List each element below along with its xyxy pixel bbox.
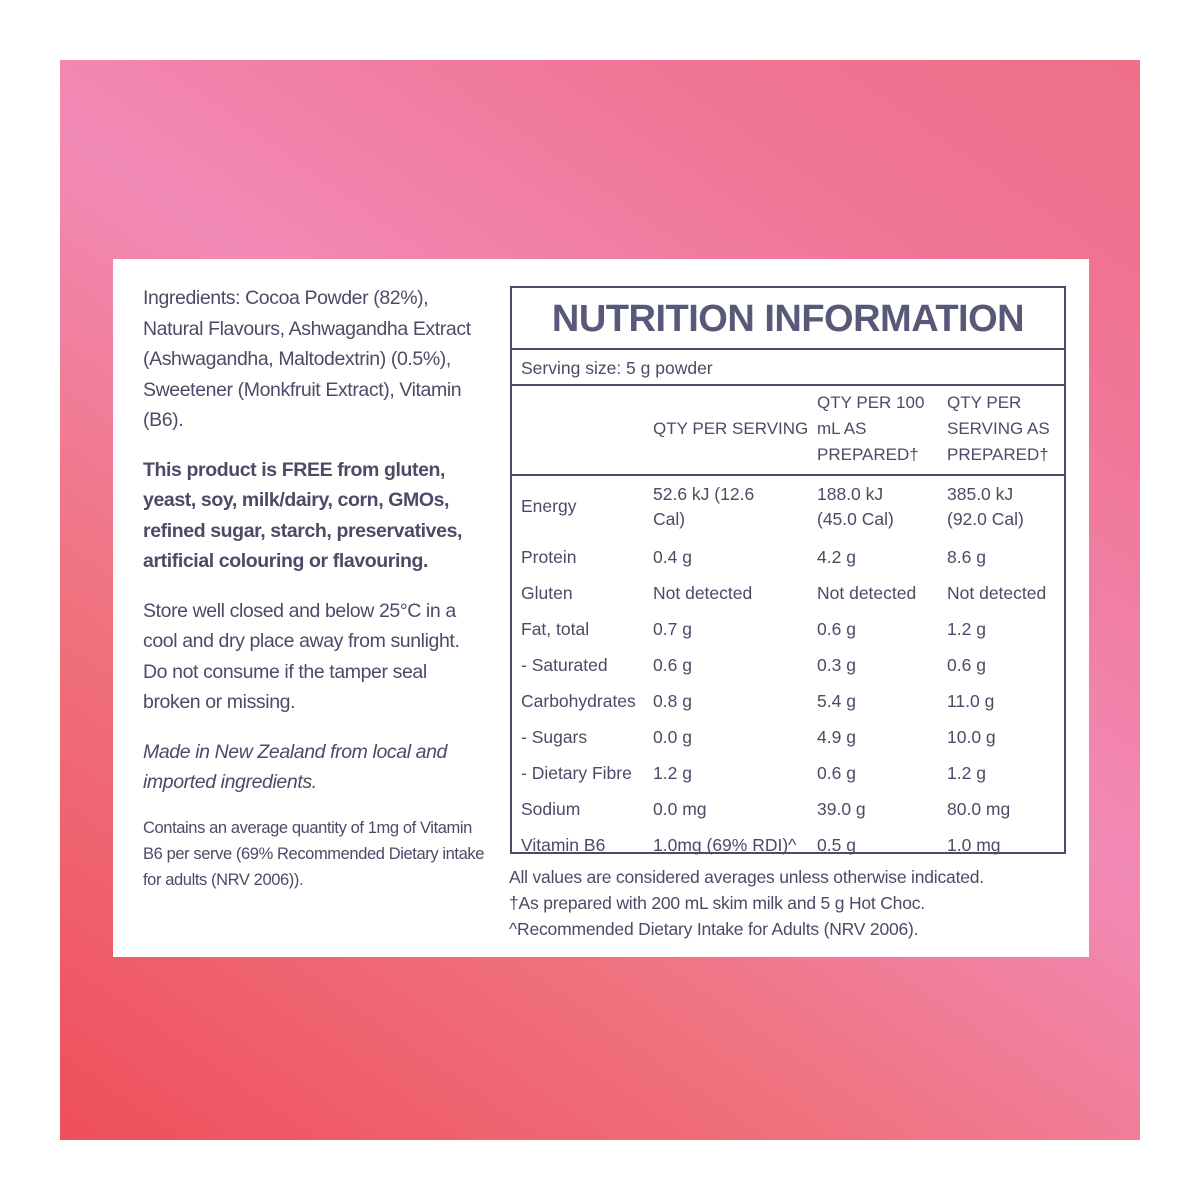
nutrient-value: 385.0 kJ (92.0 Cal)	[947, 484, 1024, 529]
nutrient-label: Gluten	[521, 583, 573, 603]
nutrient-label: Vitamin B6	[521, 835, 606, 855]
header-qty-per-serving: QTY PER SERVING	[653, 419, 809, 438]
nutrient-value: 4.9 g	[817, 727, 856, 747]
nutrient-value: 0.5 g	[817, 835, 856, 855]
nutrient-value: 0.6 g	[817, 619, 856, 639]
nutrient-value: 0.0 mg	[653, 799, 707, 819]
table-row: - Saturated 0.6 g 0.3 g 0.6 g	[512, 647, 1064, 683]
nutrient-value: 0.0 g	[653, 727, 692, 747]
nutrient-value: 11.0 g	[947, 691, 995, 711]
serving-size: Serving size: 5 g powder	[512, 350, 1064, 386]
nutrient-value: 0.6 g	[947, 655, 986, 675]
table-row: Fat, total 0.7 g 0.6 g 1.2 g	[512, 611, 1064, 647]
nutrient-value: 1.2 g	[947, 763, 986, 783]
nutrient-label: Fat, total	[521, 619, 590, 639]
table-row: - Sugars 0.0 g 4.9 g 10.0 g	[512, 719, 1064, 755]
nutrient-value: Not detected	[653, 583, 753, 603]
nutrient-value: 0.8 g	[653, 691, 692, 711]
footnote-prepared: †As prepared with 200 mL skim milk and 5…	[509, 893, 925, 913]
nutrient-value: 1.2 g	[947, 619, 986, 639]
header-qty-per-100ml: QTY PER 100 mL AS PREPARED†	[817, 393, 925, 464]
nutrition-title: NUTRITION INFORMATION	[512, 288, 1064, 350]
nutrient-value: 1.2 g	[653, 763, 692, 783]
nutrient-value: 80.0 mg	[947, 799, 1011, 819]
footnote-averages: All values are considered averages unles…	[509, 867, 984, 887]
nutrient-label: Protein	[521, 547, 577, 567]
table-row: Energy 52.6 kJ (12.6 Cal) 188.0 kJ (45.0 C…	[512, 476, 1064, 539]
table-row: Carbohydrates 0.8 g 5.4 g 11.0 g	[512, 683, 1064, 719]
nutrient-value: 5.4 g	[817, 691, 856, 711]
nutrient-value: 0.3 g	[817, 655, 856, 675]
nutrient-label: - Dietary Fibre	[521, 763, 632, 783]
nutrition-table: NUTRITION INFORMATION Serving size: 5 g …	[510, 286, 1066, 855]
table-row: Sodium 0.0 mg 39.0 g 80.0 mg	[512, 791, 1064, 827]
nutrient-value: 0.7 g	[653, 619, 692, 639]
free-from-text: This product is FREE from gluten, yeast,…	[143, 458, 463, 573]
nutrient-label: - Saturated	[521, 655, 608, 675]
table-row: Protein 0.4 g 4.2 g 8.6 g	[512, 539, 1064, 575]
nutrient-value: 0.6 g	[653, 655, 692, 675]
nutrient-value: 1.0mg (69% RDI)^	[653, 835, 797, 855]
nutrient-value: 10.0 g	[947, 727, 996, 747]
nutrient-value: 39.0 g	[817, 799, 866, 819]
nutrient-value: 4.2 g	[817, 547, 856, 567]
header-qty-per-serving-prepared: QTY PER SERVING AS PREPARED†	[947, 393, 1050, 464]
nutrient-label: - Sugars	[521, 727, 588, 747]
ingredients-text: Ingredients: Cocoa Powder (82%), Natural…	[143, 287, 471, 431]
footnote-rdi: ^Recommended Dietary Intake for Adults (…	[509, 919, 919, 939]
table-header: QTY PER SERVING QTY PER 100 mL AS PREPAR…	[512, 386, 1064, 476]
table-row: Gluten Not detected Not detected Not detect…	[512, 575, 1064, 611]
product-info-column: Ingredients: Cocoa Powder (82%), Natural…	[143, 283, 488, 912]
nutrient-value: Not detected	[947, 583, 1047, 603]
label-card: Ingredients: Cocoa Powder (82%), Natural…	[113, 259, 1089, 957]
nutrient-value: 1.0 mg	[947, 835, 1001, 855]
nutrient-label: Energy	[521, 496, 577, 516]
table-footnotes: All values are considered averages unles…	[509, 864, 984, 942]
table-row: Vitamin B6 1.0mg (69% RDI)^ 0.5 g 1.0 mg	[512, 827, 1064, 863]
nutrient-value: 52.6 kJ (12.6 Cal)	[653, 484, 755, 529]
nutrient-value: Not detected	[817, 583, 917, 603]
vitamin-note: Contains an average quantity of 1mg of V…	[143, 818, 484, 889]
origin-text: Made in New Zealand from local and impor…	[143, 740, 447, 794]
nutrient-label: Carbohydrates	[521, 691, 636, 711]
nutrient-value: 0.4 g	[653, 547, 692, 567]
nutrient-value: 8.6 g	[947, 547, 986, 567]
storage-text: Store well closed and below 25°C in a co…	[143, 599, 460, 714]
nutrient-value: 188.0 kJ (45.0 Cal)	[817, 484, 894, 529]
nutrient-value: 0.6 g	[817, 763, 856, 783]
nutrient-label: Sodium	[521, 799, 581, 819]
table-row: - Dietary Fibre 1.2 g 0.6 g 1.2 g	[512, 755, 1064, 791]
